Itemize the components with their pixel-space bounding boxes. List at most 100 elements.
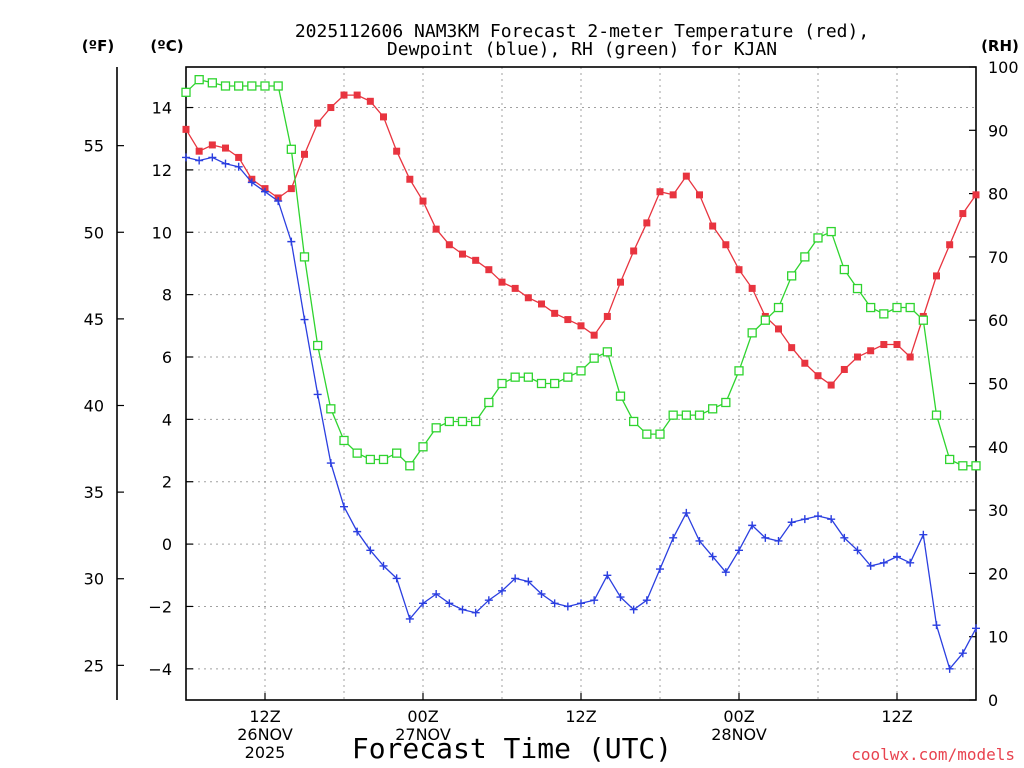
- rh-point: [299, 252, 310, 262]
- dewpoint-point: [748, 521, 757, 530]
- rh-tick-label: 10: [988, 628, 1008, 647]
- temperature-point: [182, 125, 190, 133]
- rh-point: [905, 302, 915, 313]
- rh-point: [326, 404, 336, 414]
- rh-point: [260, 81, 270, 91]
- x-tick-label: 00Z: [723, 707, 754, 726]
- dewpoint-point: [511, 574, 520, 583]
- unit-label-rh: (RH): [981, 37, 1019, 55]
- fahrenheit-tick-label: 25: [84, 656, 104, 675]
- dewpoint-point: [761, 533, 770, 542]
- chart-title-line2: Dewpoint (blue), RH (green) for KJAN: [387, 39, 777, 60]
- dewpoint-point: [590, 596, 599, 605]
- temperature-point: [340, 91, 348, 99]
- rh-point: [484, 397, 494, 408]
- temperature-point: [617, 278, 624, 286]
- rh-point: [457, 416, 468, 427]
- dewpoint-point: [524, 577, 533, 586]
- rh-point: [378, 454, 389, 465]
- dewpoint-point: [247, 178, 256, 187]
- dewpoint-point: [287, 237, 296, 246]
- axes: [116, 66, 977, 701]
- rh-tick-label: 40: [988, 438, 1008, 457]
- rh-point: [668, 410, 678, 420]
- temperature-point: [564, 316, 572, 324]
- temperature-point: [393, 147, 401, 155]
- dewpoint-point: [787, 518, 796, 527]
- dewpoint-point: [906, 558, 915, 567]
- x-tick-label: 12Z: [249, 707, 280, 726]
- rh-point: [892, 302, 902, 313]
- rh-point: [708, 404, 718, 414]
- fahrenheit-tick-label: 55: [84, 137, 104, 156]
- dewpoint-point: [392, 574, 401, 583]
- rh-tick-label: 50: [988, 375, 1008, 394]
- rh-point: [734, 366, 744, 376]
- temperature-point: [748, 284, 756, 292]
- rh-point: [694, 410, 705, 420]
- temperature-point: [933, 272, 940, 280]
- temperature-point: [788, 344, 796, 352]
- series-group: [181, 75, 981, 673]
- rh-tick-label: 70: [988, 248, 1008, 267]
- dewpoint-point: [234, 162, 243, 171]
- temperature-point: [577, 322, 585, 330]
- fahrenheit-tick-label: 30: [84, 570, 104, 589]
- dewpoint-point: [814, 512, 822, 521]
- temperature-point: [722, 241, 730, 249]
- dewpoint-point: [537, 589, 546, 598]
- temperature-point: [893, 341, 901, 349]
- rh-tick-label: 60: [988, 311, 1008, 330]
- temperature-point: [314, 119, 322, 127]
- rh-point: [194, 75, 204, 85]
- fahrenheit-tick-label: 35: [84, 483, 104, 502]
- dewpoint-point: [445, 599, 454, 608]
- rh-tick-label: 100: [988, 58, 1019, 77]
- temperature-point: [353, 91, 361, 99]
- temperature-point: [906, 353, 914, 361]
- dewpoint-point: [958, 649, 967, 658]
- temperature-point: [946, 241, 954, 249]
- temperature-point: [603, 312, 611, 320]
- rh-point: [747, 328, 757, 338]
- rh-point: [787, 271, 797, 281]
- rh-point: [510, 372, 520, 382]
- rh-point: [839, 264, 849, 275]
- dewpoint-point: [800, 515, 809, 524]
- temperature-point: [735, 266, 743, 274]
- rh-point: [247, 81, 257, 91]
- celsius-tick-label: 4: [162, 410, 172, 429]
- dewpoint-point: [274, 197, 283, 206]
- x-tick-label: 26NOV: [237, 725, 293, 744]
- rh-point: [497, 378, 507, 389]
- dewpoint-point: [326, 459, 335, 468]
- x-tick-label: 00Z: [407, 707, 438, 726]
- dewpoint-point: [300, 315, 309, 324]
- rh-point: [286, 144, 296, 154]
- temperature-point: [485, 266, 493, 274]
- temperature-point: [630, 247, 638, 255]
- rh-point: [800, 252, 810, 262]
- temperature-point: [366, 97, 374, 105]
- dewpoint-point: [208, 153, 217, 162]
- rh-point: [523, 372, 533, 382]
- rh-point: [642, 429, 652, 439]
- dewpoint-point: [221, 159, 230, 168]
- dewpoint-point: [721, 568, 730, 577]
- dewpoint-point: [879, 558, 888, 567]
- temperature-point: [208, 141, 216, 149]
- rh-point: [418, 442, 428, 452]
- fahrenheit-tick-label: 40: [84, 397, 104, 416]
- rh-point: [589, 353, 599, 363]
- dewpoint-point: [682, 508, 691, 517]
- dewpoint-point: [340, 502, 348, 511]
- rh-point: [431, 423, 441, 433]
- temperature-point: [301, 150, 308, 158]
- tick-labels: −4 −2 0 2 4 6 8 10 12 14 25 30 35 40 45 50 55 0 10 20 30 40 50…: [84, 58, 1019, 762]
- dewpoint-point: [866, 561, 875, 570]
- rh-point: [971, 461, 981, 471]
- dewpoint-point: [893, 552, 901, 561]
- rh-point: [629, 416, 639, 427]
- rh-point: [234, 81, 244, 91]
- temperature-point: [472, 256, 480, 264]
